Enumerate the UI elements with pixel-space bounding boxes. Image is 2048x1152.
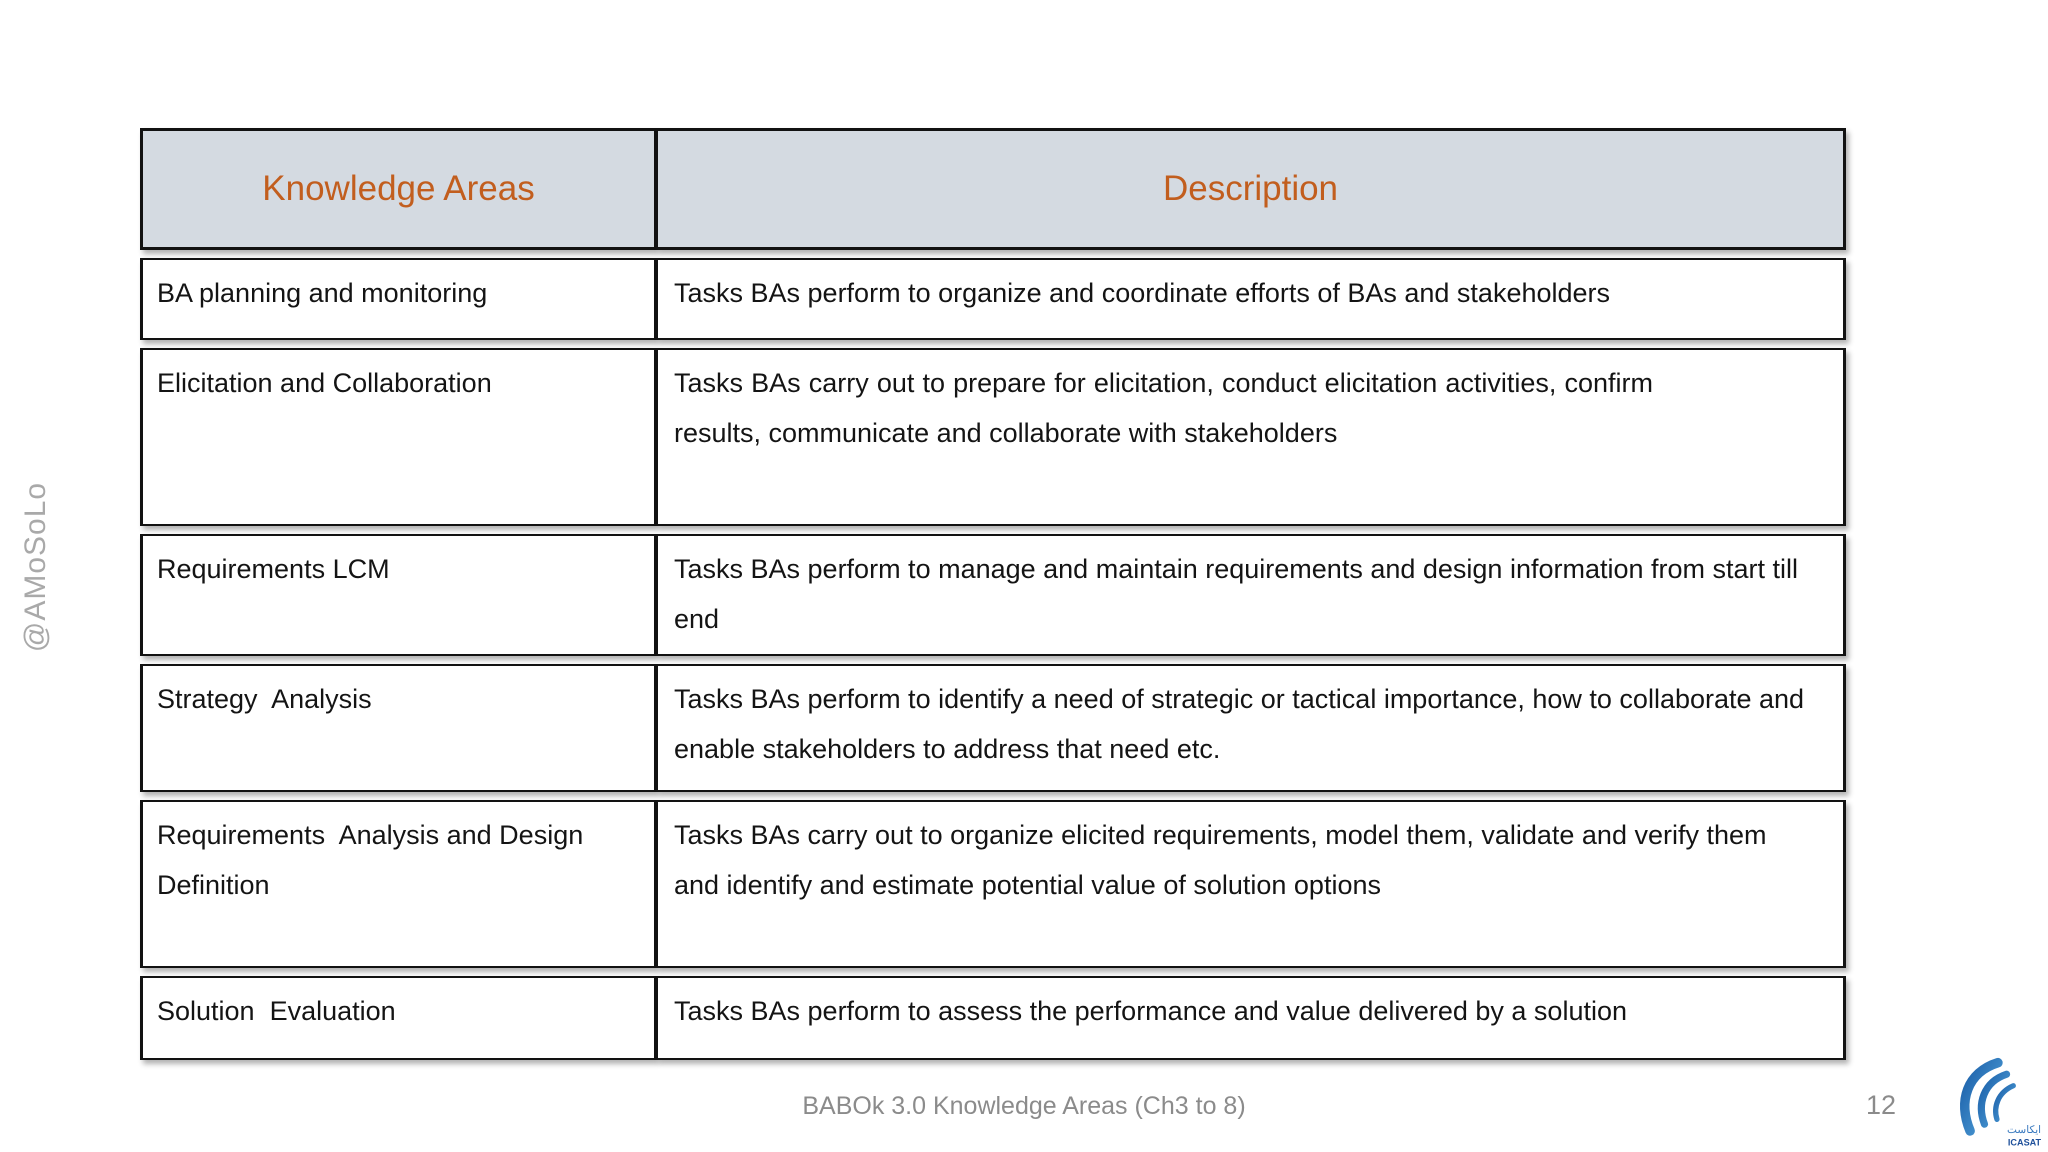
- description-text: Tasks BAs carry out to organize elicited…: [674, 819, 1767, 900]
- column-header-knowledge-areas: Knowledge Areas: [140, 128, 656, 250]
- description-text: Tasks BAs perform to organize and coordi…: [674, 278, 1611, 308]
- description-cell: Tasks BAs perform to organize and coordi…: [656, 258, 1846, 340]
- description-text: Tasks BAs perform to manage and maintain…: [674, 554, 1799, 634]
- description-cell: Tasks BAs perform to manage and maintain…: [656, 534, 1846, 656]
- knowledge-area-cell: BA planning and monitoring: [140, 258, 656, 340]
- knowledge-area-cell: Solution Evaluation: [140, 975, 656, 1060]
- description-cell: Tasks BAs carry out to prepare for elici…: [656, 348, 1846, 526]
- table-header-row: Knowledge Areas Description: [140, 128, 1846, 250]
- table-row: Strategy Analysis Tasks BAs perform to i…: [140, 663, 1846, 792]
- description-text: Tasks BAs carry out to prepare for elici…: [674, 368, 1653, 448]
- logo-arabic-text: ايكاست: [2007, 1124, 2041, 1136]
- logo-swoosh-icon: [1959, 1057, 2016, 1136]
- description-cell: Tasks BAs carry out to organize elicited…: [656, 799, 1846, 968]
- watermark-handle: @AMoSoLo: [19, 481, 52, 653]
- table-row: Requirements LCM Tasks BAs perform to ma…: [140, 534, 1846, 656]
- description-text: Tasks BAs perform to assess the performa…: [674, 995, 1627, 1026]
- footer-caption: BABOk 3.0 Knowledge Areas (Ch3 to 8): [802, 1092, 1246, 1120]
- knowledge-areas-table: Knowledge Areas Description BA planning …: [140, 128, 1846, 1068]
- knowledge-area-cell: Strategy Analysis: [140, 663, 656, 792]
- table-row: BA planning and monitoring Tasks BAs per…: [140, 258, 1846, 340]
- description-cell: Tasks BAs perform to identify a need of …: [656, 663, 1846, 792]
- table-row: Elicitation and Collaboration Tasks BAs …: [140, 348, 1846, 526]
- table-row: Solution Evaluation Tasks BAs perform to…: [140, 975, 1846, 1060]
- knowledge-area-cell: Requirements Analysis and Design Definit…: [140, 799, 656, 968]
- knowledge-area-cell: Elicitation and Collaboration: [140, 348, 656, 526]
- column-header-description: Description: [656, 128, 1846, 250]
- table-row: Requirements Analysis and Design Definit…: [140, 799, 1846, 968]
- description-text: Tasks BAs perform to identify a need of …: [674, 683, 1805, 764]
- description-cell: Tasks BAs perform to assess the performa…: [656, 975, 1846, 1060]
- knowledge-area-cell: Requirements LCM: [140, 534, 656, 656]
- icasat-logo: ايكاست ICASAT: [1959, 1057, 2042, 1147]
- page-number: 12: [1866, 1090, 1897, 1120]
- logo-latin-text: ICASAT: [2008, 1137, 2042, 1147]
